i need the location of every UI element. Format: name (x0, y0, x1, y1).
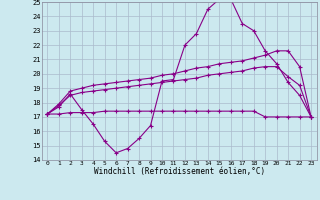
X-axis label: Windchill (Refroidissement éolien,°C): Windchill (Refroidissement éolien,°C) (94, 167, 265, 176)
